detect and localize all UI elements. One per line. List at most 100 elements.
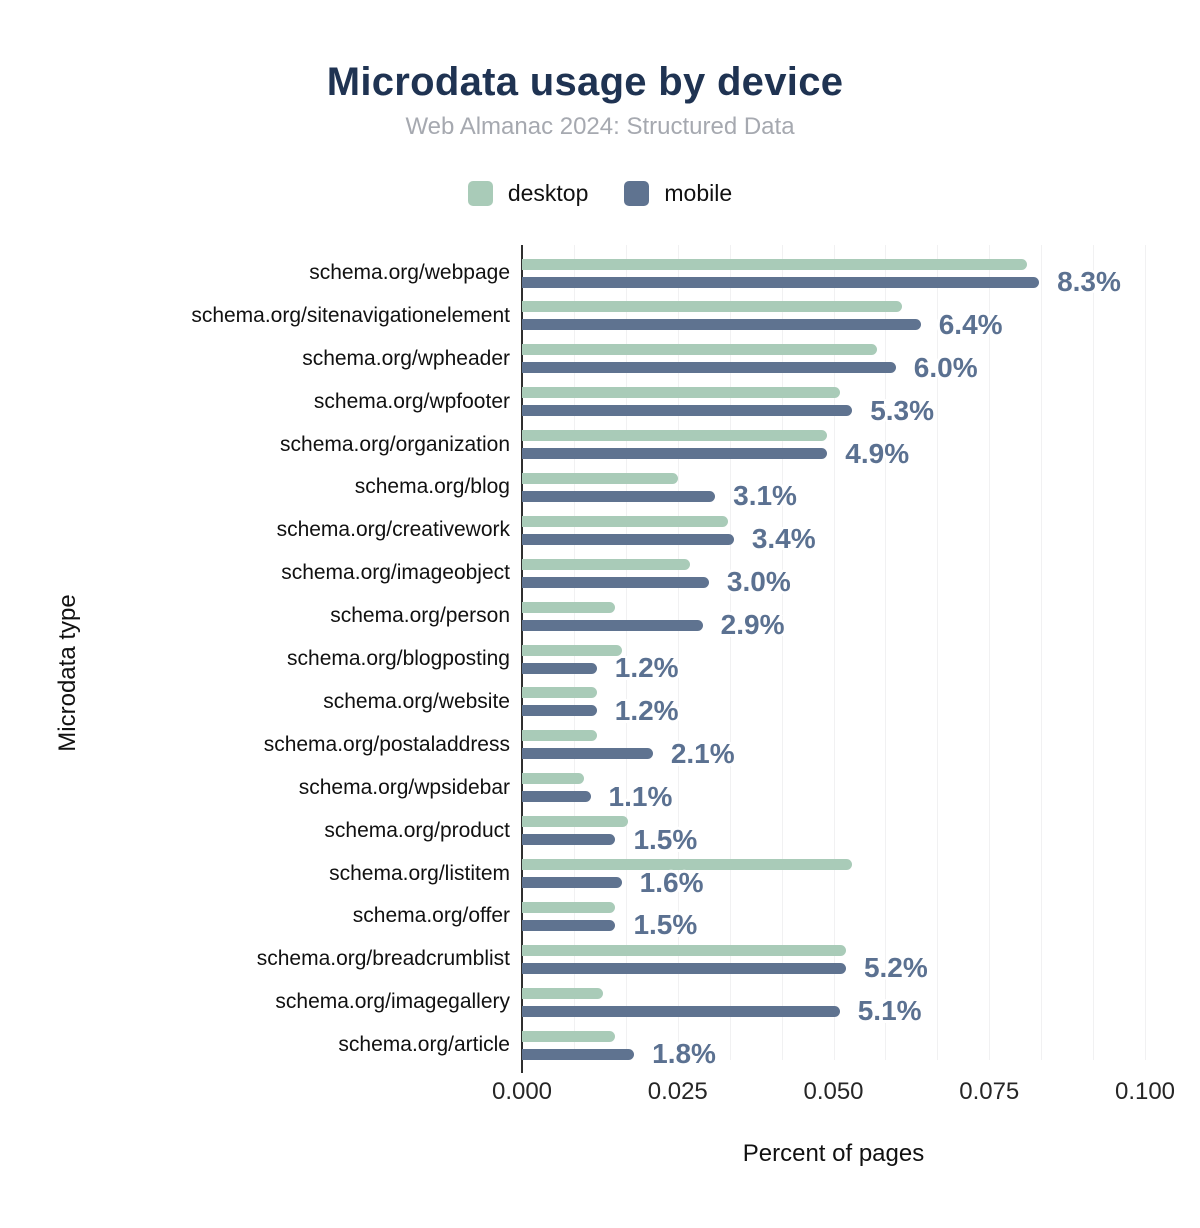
desktop-bar bbox=[522, 258, 1027, 270]
gridline bbox=[885, 245, 887, 1060]
category-label: schema.org/product bbox=[324, 818, 510, 842]
gridline bbox=[1145, 245, 1146, 1060]
gridline bbox=[989, 245, 991, 1060]
value-label: 1.1% bbox=[608, 780, 673, 812]
category-label: schema.org/creativework bbox=[276, 518, 510, 542]
value-label: 6.0% bbox=[913, 351, 978, 383]
category-label: schema.org/webpage bbox=[309, 261, 510, 284]
desktop-swatch-icon bbox=[467, 181, 493, 206]
x-tick-label: 0.000 bbox=[491, 1078, 553, 1105]
y-axis-line bbox=[521, 245, 523, 1073]
category-label: schema.org/postaladdress bbox=[263, 732, 510, 756]
desktop-bar bbox=[522, 816, 628, 828]
desktop-bar bbox=[522, 472, 678, 484]
desktop-bar bbox=[522, 344, 878, 356]
category-label: schema.org/listitem bbox=[329, 861, 510, 885]
mobile-bar bbox=[522, 748, 653, 760]
value-label: 5.2% bbox=[863, 952, 928, 984]
gridline bbox=[625, 245, 627, 1060]
category-label: schema.org/offer bbox=[352, 904, 510, 928]
mobile-bar bbox=[522, 705, 597, 717]
mobile-bar bbox=[522, 662, 597, 674]
desktop-bar bbox=[522, 387, 840, 399]
mobile-swatch-icon bbox=[624, 181, 650, 206]
x-tick-label: 0.075 bbox=[959, 1078, 1020, 1105]
value-label: 3.4% bbox=[751, 523, 816, 555]
desktop-bar bbox=[522, 558, 691, 570]
category-label: schema.org/article bbox=[338, 1033, 510, 1057]
mobile-bar bbox=[522, 405, 853, 417]
value-label: 1.5% bbox=[633, 909, 698, 941]
mobile-bar bbox=[522, 362, 896, 374]
gridline bbox=[1041, 245, 1043, 1060]
chart-subtitle: Web Almanac 2024: Structured Data bbox=[405, 113, 795, 140]
value-label: 8.3% bbox=[1057, 266, 1121, 297]
mobile-bar bbox=[522, 619, 703, 631]
category-label: schema.org/imagegallery bbox=[275, 990, 510, 1014]
gridline bbox=[781, 245, 783, 1060]
legend-label-mobile: mobile bbox=[664, 180, 733, 206]
mobile-bar bbox=[522, 1048, 635, 1060]
gridline bbox=[729, 245, 731, 1060]
mobile-bar bbox=[522, 319, 921, 331]
desktop-bar bbox=[522, 859, 853, 871]
desktop-bar bbox=[522, 773, 585, 785]
desktop-bar bbox=[522, 601, 616, 613]
desktop-bar bbox=[522, 430, 828, 442]
value-label: 4.9% bbox=[845, 437, 910, 469]
value-label: 3.1% bbox=[733, 480, 797, 512]
legend-item-mobile[interactable]: mobile bbox=[624, 180, 732, 207]
category-label: schema.org/breadcrumblist bbox=[256, 947, 510, 971]
value-label: 5.3% bbox=[870, 394, 935, 426]
desktop-bar bbox=[522, 515, 728, 527]
desktop-bar bbox=[522, 644, 622, 656]
desktop-bar bbox=[522, 730, 597, 742]
mobile-bar bbox=[522, 576, 709, 588]
value-label: 2.9% bbox=[720, 609, 785, 641]
category-label: schema.org/website bbox=[323, 689, 510, 713]
value-label: 6.4% bbox=[938, 308, 1003, 340]
gridline bbox=[937, 245, 939, 1060]
mobile-bar bbox=[522, 962, 846, 974]
x-axis-title: Percent of pages bbox=[742, 1140, 925, 1167]
desktop-bar bbox=[522, 301, 903, 313]
mobile-bar bbox=[522, 1005, 840, 1017]
value-label: 2.1% bbox=[670, 737, 735, 769]
y-axis-title: Microdata type bbox=[54, 594, 81, 752]
mobile-bar bbox=[522, 834, 616, 846]
value-label: 1.5% bbox=[633, 823, 698, 855]
x-tick-label: 0.050 bbox=[803, 1078, 864, 1105]
mobile-bar bbox=[522, 877, 622, 889]
category-label: schema.org/organization bbox=[280, 432, 510, 456]
x-tick-label: 0.025 bbox=[647, 1078, 708, 1105]
category-label: schema.org/wpheader bbox=[302, 346, 510, 370]
mobile-bar bbox=[522, 448, 828, 460]
gridline bbox=[833, 245, 835, 1060]
gridline bbox=[677, 245, 679, 1060]
value-label: 3.0% bbox=[726, 566, 791, 598]
mobile-bar bbox=[522, 919, 616, 931]
x-tick-label: 0.100 bbox=[1114, 1078, 1176, 1105]
desktop-bar bbox=[522, 901, 616, 913]
desktop-bar bbox=[522, 687, 597, 699]
legend-item-desktop[interactable]: desktop bbox=[467, 180, 589, 207]
mobile-bar bbox=[522, 276, 1040, 288]
mobile-bar bbox=[522, 533, 734, 545]
mobile-bar bbox=[522, 490, 716, 502]
value-label: 5.1% bbox=[857, 995, 922, 1027]
desktop-bar bbox=[522, 987, 603, 999]
legend: desktop mobile bbox=[0, 180, 1200, 207]
category-label: schema.org/sitenavigationelement bbox=[191, 303, 510, 327]
mobile-bar bbox=[522, 791, 591, 803]
value-label: 1.2% bbox=[614, 694, 679, 726]
category-label: schema.org/wpsidebar bbox=[298, 775, 510, 799]
desktop-bar bbox=[522, 944, 846, 956]
legend-label-desktop: desktop bbox=[507, 180, 589, 206]
plot-area: 8.3% 6.4% 6.0% 5.3% 4.9% 3.1% 3.4% 3.0% 2.9% 1.2%… bbox=[521, 245, 1146, 1073]
chart-title: Microdata usage by device bbox=[326, 60, 844, 104]
value-label: 1.6% bbox=[639, 866, 704, 898]
category-label: schema.org/blogposting bbox=[287, 647, 510, 671]
gridline bbox=[1093, 245, 1095, 1060]
category-label: schema.org/blog bbox=[354, 475, 510, 499]
